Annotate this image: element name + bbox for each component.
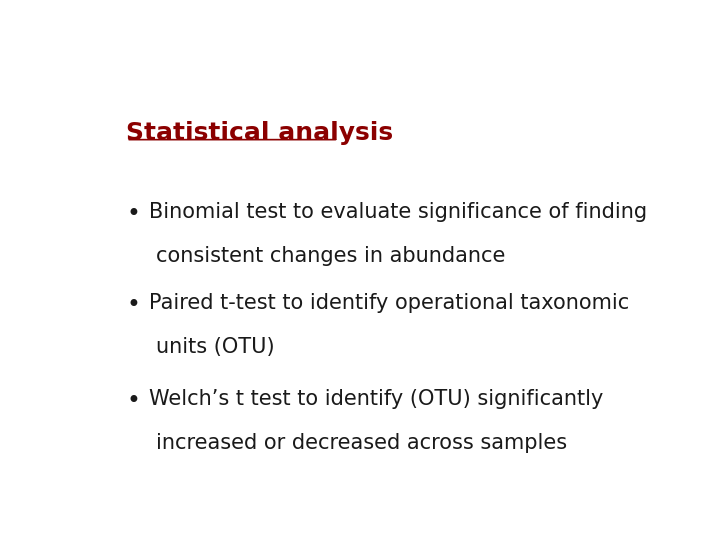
Text: increased or decreased across samples: increased or decreased across samples [156,433,567,453]
Text: units (OTU): units (OTU) [156,337,274,357]
Text: •: • [126,294,140,318]
Text: Binomial test to evaluate significance of finding: Binomial test to evaluate significance o… [148,202,647,222]
Text: •: • [126,202,140,226]
Text: Paired t-test to identify operational taxonomic: Paired t-test to identify operational ta… [148,294,629,314]
Text: consistent changes in abundance: consistent changes in abundance [156,246,505,266]
Text: •: • [126,389,140,413]
Text: Statistical analysis: Statistical analysis [126,121,393,145]
Text: Welch’s t test to identify (OTU) significantly: Welch’s t test to identify (OTU) signifi… [148,389,603,409]
